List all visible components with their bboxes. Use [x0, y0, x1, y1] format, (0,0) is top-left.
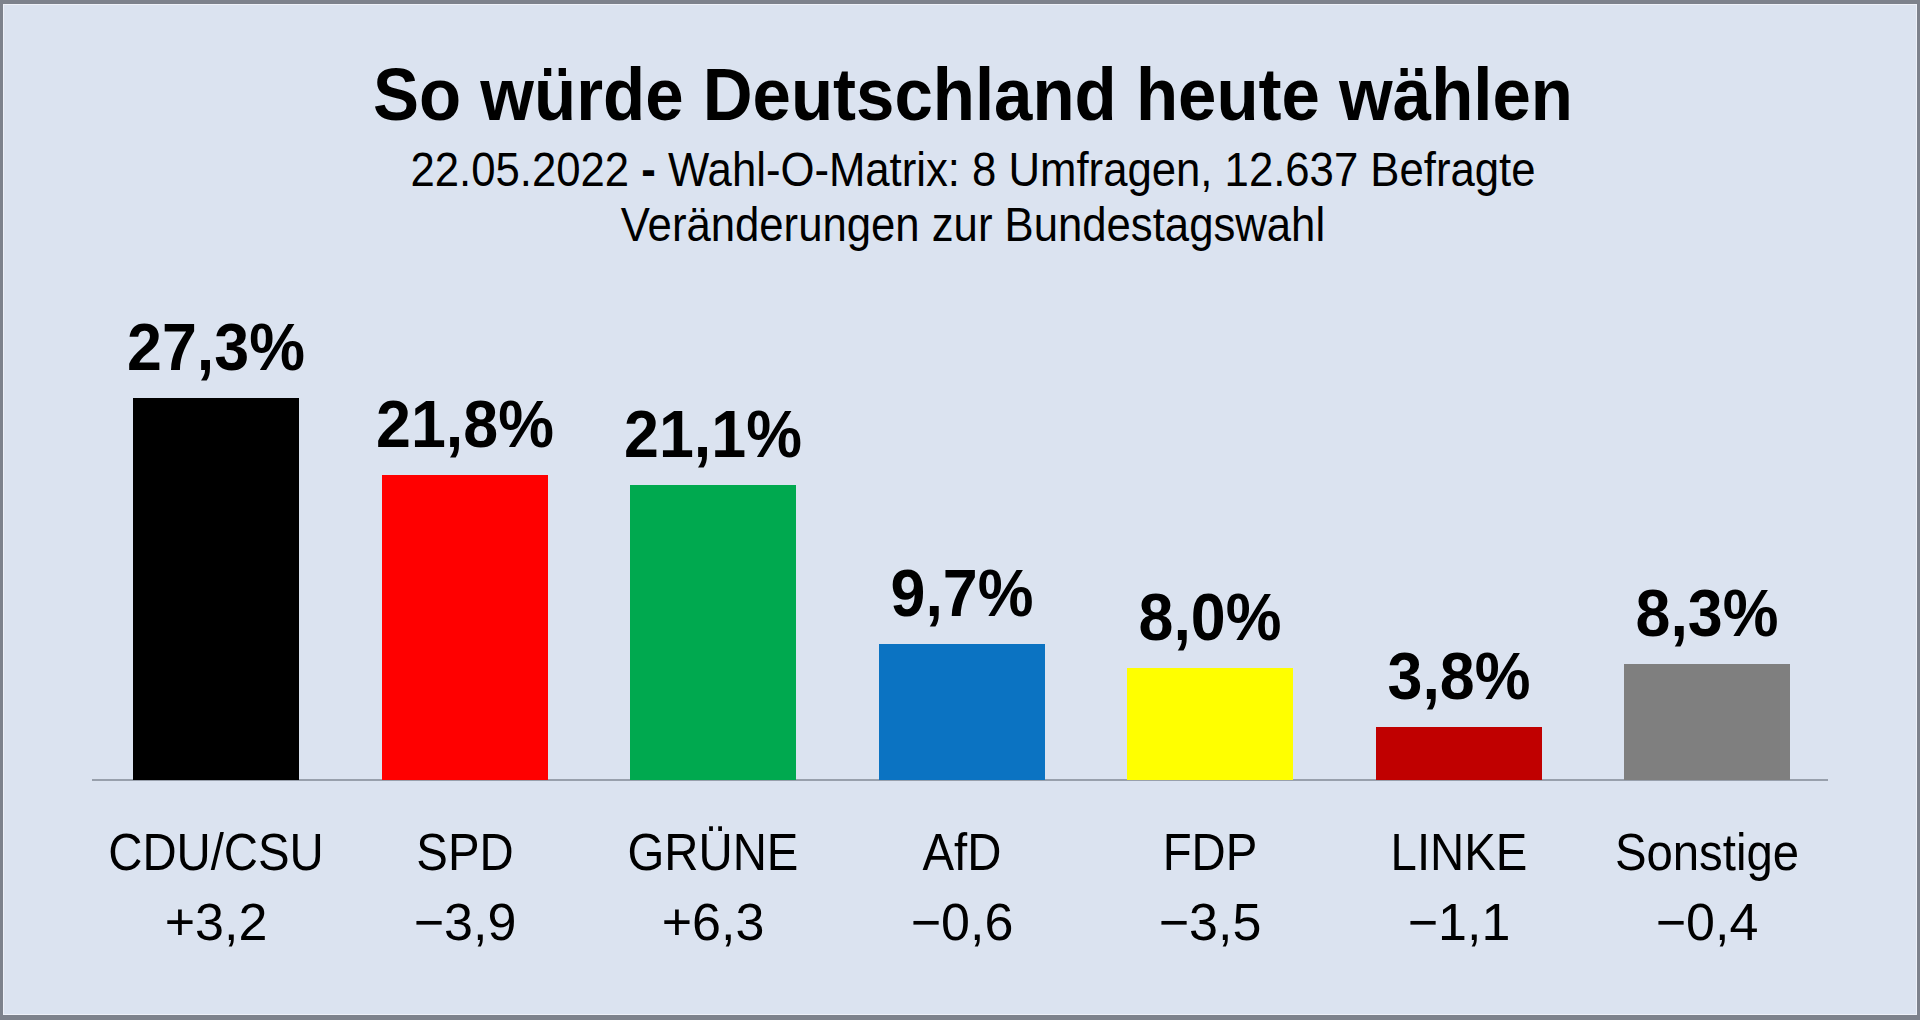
- value-label: 8,3%: [1565, 580, 1850, 646]
- change-label: −0,4: [1547, 896, 1867, 948]
- value-label: 21,1%: [571, 401, 856, 467]
- subtitle-date: 22.05.2022: [411, 143, 630, 196]
- bar-cdu-csu: [133, 398, 299, 780]
- poll-infographic: So würde Deutschland heute wählen 22.05.…: [0, 0, 1920, 1020]
- bar-spd: [382, 475, 548, 780]
- bar-gr-ne: [630, 485, 796, 780]
- value-label: 9,7%: [820, 560, 1105, 626]
- value-label: 8,0%: [1068, 584, 1353, 650]
- bar-linke: [1376, 727, 1542, 780]
- value-label: 3,8%: [1317, 643, 1602, 709]
- bar-sonstige: [1624, 664, 1790, 780]
- chart-subtitle-line2: Veränderungen zur Bundestagswahl: [102, 201, 1844, 249]
- bar-fdp: [1127, 668, 1293, 780]
- value-label: 27,3%: [74, 314, 359, 380]
- party-label: GRÜNE: [567, 826, 858, 878]
- party-label: FDP: [1064, 826, 1355, 878]
- bar-afd: [879, 644, 1045, 780]
- party-label: Sonstige: [1561, 826, 1852, 878]
- party-label: CDU/CSU: [70, 826, 361, 878]
- chart-subtitle: 22.05.2022 - Wahl-O-Matrix: 8 Umfragen, …: [102, 146, 1844, 194]
- subtitle-dash: -: [641, 143, 656, 196]
- subtitle-info: Wahl-O-Matrix: 8 Umfragen, 12.637 Befrag…: [668, 143, 1535, 196]
- value-label: 21,8%: [323, 391, 608, 457]
- chart-title: So würde Deutschland heute wählen: [93, 57, 1854, 132]
